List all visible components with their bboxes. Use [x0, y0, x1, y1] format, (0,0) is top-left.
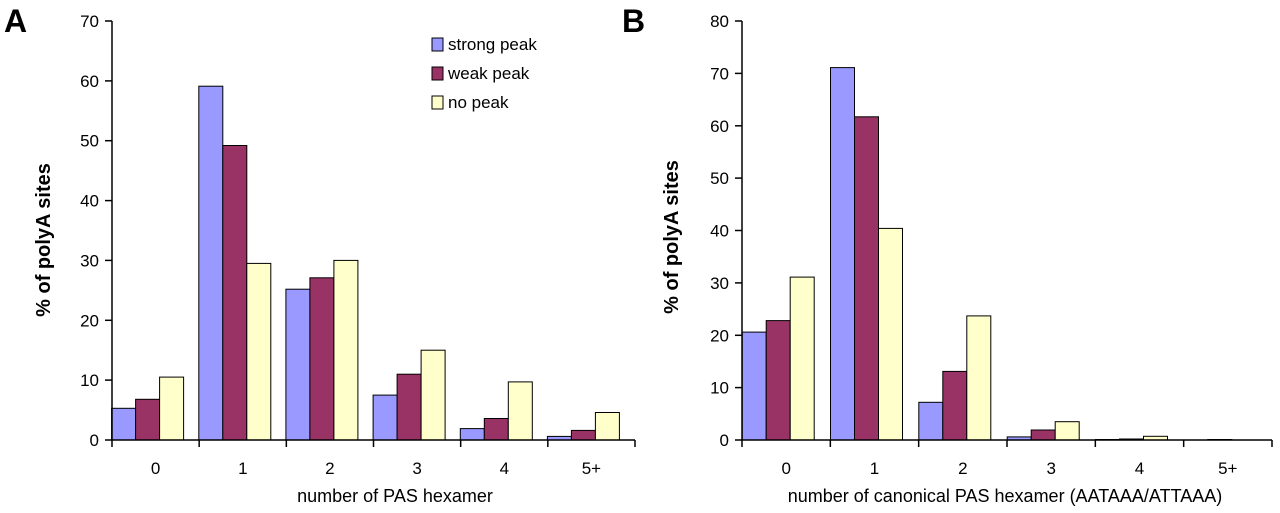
bar-none-cat-3 — [420, 349, 446, 441]
bar-weak-cat-3 — [396, 373, 422, 441]
bar-strong-cat-0 — [741, 331, 767, 441]
x-tick-label: 3 — [412, 459, 421, 478]
bar-strong-cat-1 — [830, 67, 855, 441]
bar-weak-cat-0 — [135, 398, 161, 441]
x-tick-label: 0 — [781, 459, 790, 478]
x-tick-label: 3 — [1046, 459, 1055, 478]
bar-strong-cat-3 — [372, 394, 398, 441]
y-tick-label: 40 — [710, 222, 729, 241]
legend-swatch-weak — [431, 66, 444, 81]
y-tick-label: 30 — [80, 251, 99, 270]
bar-none-cat-2 — [333, 259, 359, 441]
bar-strong-cat-2 — [285, 288, 311, 441]
bar-none-cat-5 — [594, 412, 620, 441]
y-tick-label: 10 — [80, 371, 99, 390]
bars-b — [741, 67, 1233, 441]
panel-letter-a: A — [4, 3, 27, 39]
y-axis-label-b: % of polyA sites — [661, 160, 683, 314]
panel-letter-b: B — [622, 3, 645, 39]
bar-none-cat-3 — [1054, 421, 1080, 441]
legend-label-strong: strong peak — [448, 35, 537, 54]
x-tick-label: 2 — [958, 459, 967, 478]
y-tick-label: 40 — [80, 192, 99, 211]
x-tick-label: 2 — [325, 459, 334, 478]
y-axis-label-a: % of polyA sites — [33, 163, 55, 317]
y-tick-label: 20 — [710, 326, 729, 345]
x-tick-label: 4 — [1135, 459, 1144, 478]
bar-strong-cat-0 — [111, 407, 137, 441]
y-tick-label: 50 — [710, 169, 729, 188]
bar-none-cat-1 — [246, 262, 272, 441]
y-tick-label: 20 — [80, 311, 99, 330]
bar-weak-cat-2 — [309, 277, 335, 441]
bar-weak-cat-0 — [765, 320, 791, 441]
bar-weak-cat-3 — [1030, 429, 1056, 441]
x-tick-label: 5+ — [582, 459, 601, 478]
legend-a: strong peak weak peak no peak — [431, 35, 537, 112]
y-tick-label: 10 — [710, 379, 729, 398]
bar-none-cat-0 — [159, 376, 185, 441]
panel-b: B % of polyA sites number of canonical P… — [622, 3, 1273, 506]
x-axis-label-b: number of canonical PAS hexamer (AATAAA/… — [788, 486, 1223, 506]
axes-b: 0 1 2 3 4 5+ 0 10 20 30 40 50 60 70 80 — [710, 12, 1273, 478]
legend-swatch-none — [431, 95, 444, 110]
y-tick-label: 70 — [80, 12, 99, 31]
x-tick-label: 1 — [238, 459, 247, 478]
y-tick-label: 30 — [710, 274, 729, 293]
x-tick-label: 4 — [500, 459, 509, 478]
bar-weak-cat-4 — [483, 418, 509, 441]
panel-a: A % of polyA sites number of PAS hexamer… — [4, 3, 636, 506]
y-tick-label: 70 — [710, 64, 729, 83]
bar-strong-cat-1 — [198, 85, 224, 441]
bar-weak-cat-1 — [854, 116, 879, 441]
x-tick-label: 0 — [151, 459, 160, 478]
bar-none-cat-4 — [507, 381, 533, 441]
y-tick-label: 0 — [720, 431, 729, 450]
bar-weak-cat-5 — [570, 429, 596, 441]
x-tick-label: 1 — [870, 459, 879, 478]
y-tick-label: 0 — [90, 431, 99, 450]
axes-a: 0 1 2 3 4 5+ 0 10 20 30 40 50 60 70 — [80, 12, 636, 478]
y-tick-label: 50 — [80, 132, 99, 151]
bar-none-cat-1 — [878, 227, 903, 441]
y-tick-label: 60 — [710, 117, 729, 136]
bar-strong-cat-4 — [459, 428, 485, 441]
y-tick-label: 60 — [80, 72, 99, 91]
bar-weak-cat-1 — [222, 145, 248, 441]
bars-a — [111, 85, 620, 441]
x-axis-label-a: number of PAS hexamer — [297, 486, 493, 506]
legend-label-weak: weak peak — [447, 64, 530, 83]
y-tick-label: 80 — [710, 12, 729, 31]
bar-strong-cat-2 — [918, 401, 944, 441]
legend-swatch-strong — [431, 37, 444, 52]
bar-weak-cat-2 — [942, 370, 968, 441]
x-tick-label: 5+ — [1218, 459, 1237, 478]
bar-none-cat-2 — [966, 315, 992, 441]
bar-none-cat-0 — [789, 276, 815, 441]
legend-label-none: no peak — [448, 93, 509, 112]
